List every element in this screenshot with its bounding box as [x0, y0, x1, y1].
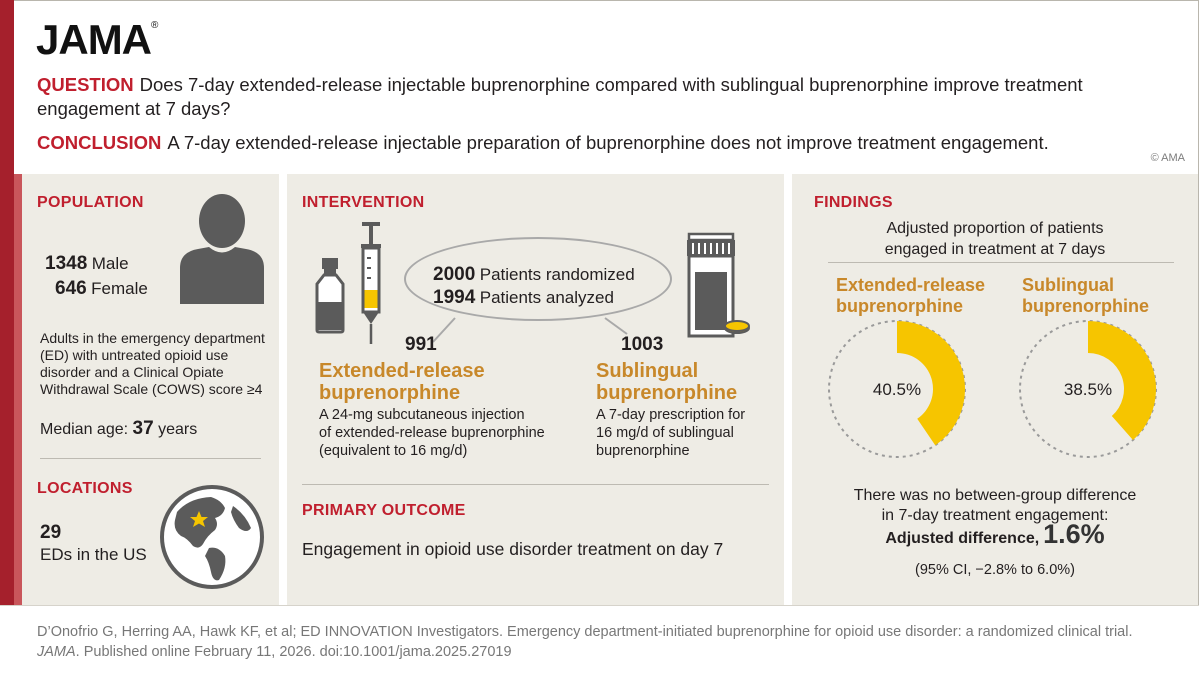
arm2-name-line1: Sublingual — [596, 360, 699, 382]
donut-1: 40.5% — [828, 320, 966, 458]
findings-panel: FINDINGS Adjusted proportion of patients… — [792, 174, 1198, 605]
globe-icon — [160, 485, 264, 589]
findings-summary-line1: There was no between-group difference — [853, 487, 1137, 504]
adjusted-difference-label: Adjusted difference, — [885, 530, 1040, 547]
pill-bottle-icon — [687, 232, 750, 338]
findings-subtitle-line2: engaged in treatment at 7 days — [884, 241, 1106, 258]
sex-counts: 1348 Male 646 Female — [45, 252, 148, 302]
randomization-ellipse — [404, 237, 672, 321]
findings-divider — [828, 262, 1174, 263]
donut-value-label-2: 38.5% — [1064, 380, 1112, 399]
adjusted-difference-value: 1.6% — [1043, 519, 1105, 549]
donut-value-label-1: 40.5% — [873, 380, 921, 399]
syringe-icon — [361, 222, 381, 344]
female-count: 646 — [55, 278, 87, 299]
group2-label: Sublingual buprenorphine — [1022, 275, 1149, 317]
median-age-label: Median age: — [40, 421, 129, 438]
findings-summary: There was no between-group difference in… — [792, 486, 1198, 526]
locations-info: 29 EDs in the US — [40, 522, 147, 566]
conclusion-block: CONCLUSION A 7-day extended-release injec… — [37, 131, 1157, 155]
citation-line2: JAMA. Published online February 11, 2026… — [37, 642, 512, 662]
locations-label: EDs in the US — [40, 545, 147, 564]
journal-logo: JAMA® — [36, 16, 158, 63]
arm1-desc-line2: of extended-release buprenorphine — [319, 425, 545, 441]
arm1-desc-line1: A 24-mg subcutaneous injection — [319, 407, 525, 423]
citation-line1: D’Onofrio G, Herring AA, Hawk KF, et al;… — [37, 624, 1133, 640]
arm2-desc-line1: A 7-day prescription for — [596, 407, 746, 423]
conclusion-text: A 7-day extended-release injectable prep… — [167, 132, 1049, 153]
median-age-value: 37 — [132, 418, 154, 439]
findings-summary-line2: in 7-day treatment engagement: — [881, 507, 1109, 524]
population-panel: POPULATION 1348 Male 646 Female Adults i… — [22, 174, 279, 605]
locations-heading: LOCATIONS — [37, 480, 133, 497]
engagement-donut-chart: 40.5% 38.5% — [828, 320, 1157, 458]
adjusted-difference: Adjusted difference, 1.6% — [792, 521, 1198, 548]
question-text: Does 7-day extended-release injectable b… — [37, 74, 1083, 119]
donut-2: 38.5% — [1019, 320, 1157, 458]
group2-label-line2: buprenorphine — [1022, 296, 1149, 316]
findings-heading: FINDINGS — [814, 194, 893, 211]
intervention-heading: INTERVENTION — [302, 194, 425, 211]
group1-label-line1: Extended-release — [836, 275, 986, 295]
arm2-name-line2: buprenorphine — [596, 382, 738, 404]
journal-name: JAMA — [36, 16, 152, 63]
male-count: 1348 — [45, 253, 88, 274]
population-description: Adults in the emergency department (ED) … — [40, 330, 265, 397]
arm1-n: 991 — [405, 334, 437, 355]
left-accent-bar-light — [14, 174, 22, 605]
primary-outcome-text: Engagement in opioid use disorder treatm… — [302, 539, 724, 559]
arm2-desc-line2: 16 mg/d of sublingual — [596, 425, 734, 441]
population-heading: POPULATION — [37, 194, 144, 211]
arm1-name-line2: buprenorphine — [319, 382, 461, 404]
arm2-n: 1003 — [621, 334, 664, 355]
ellipse-connector-lines — [432, 317, 628, 343]
donut-slice-2 — [1088, 321, 1156, 441]
population-divider — [40, 458, 261, 459]
analyzed-label: Patients analyzed — [479, 288, 614, 307]
group1-label-line2: buprenorphine — [836, 296, 963, 316]
donut-slice-1 — [897, 321, 965, 446]
confidence-interval: (95% CI, −2.8% to 6.0%) — [915, 562, 1075, 578]
findings-subtitle-line1: Adjusted proportion of patients — [886, 220, 1104, 237]
primary-outcome-heading: PRIMARY OUTCOME — [302, 502, 466, 519]
analyzed-count: 1994 — [433, 287, 476, 308]
copyright-notice: © AMA — [1150, 152, 1185, 164]
person-icon — [180, 194, 264, 304]
arm2-description: A 7-day prescription for 16 mg/d of subl… — [596, 406, 745, 460]
intervention-panel: INTERVENTION 2000 Patients randomized 19… — [287, 174, 784, 605]
arm2-desc-line3: buprenorphine — [596, 443, 690, 459]
arm1-description: A 24-mg subcutaneous injection of extend… — [319, 406, 545, 460]
median-age-unit: years — [158, 421, 198, 438]
intervention-divider — [302, 484, 769, 485]
locations-count: 29 — [40, 522, 62, 543]
male-label: Male — [91, 254, 129, 273]
arm1-name-line1: Extended-release — [319, 360, 485, 382]
question-block: QUESTION Does 7-day extended-release inje… — [37, 73, 1157, 121]
arm1-desc-line3: (equivalent to 16 mg/d) — [319, 443, 468, 459]
female-label: Female — [91, 279, 148, 298]
median-age: Median age: 37 years — [40, 418, 198, 439]
randomized-label: Patients randomized — [479, 265, 635, 284]
group2-label-line1: Sublingual — [1022, 275, 1114, 295]
conclusion-label: CONCLUSION — [37, 132, 162, 153]
left-accent-bar — [0, 0, 14, 605]
findings-subtitle: Adjusted proportion of patients engaged … — [792, 218, 1198, 260]
vial-icon — [315, 258, 345, 334]
citation-footer: D’Onofrio G, Herring AA, Hawk KF, et al;… — [0, 605, 1199, 677]
question-label: QUESTION — [37, 74, 134, 95]
randomized-count: 2000 — [433, 264, 476, 285]
citation-journal: JAMA — [37, 644, 76, 660]
arm2-name: Sublingual buprenorphine — [596, 360, 737, 404]
randomization-counts: 2000 Patients randomized 1994 Patients a… — [433, 264, 635, 310]
citation-publication: . Published online February 11, 2026. do… — [75, 644, 512, 660]
arm1-name: Extended-release buprenorphine — [319, 360, 485, 404]
group1-label: Extended-release buprenorphine — [836, 275, 985, 317]
